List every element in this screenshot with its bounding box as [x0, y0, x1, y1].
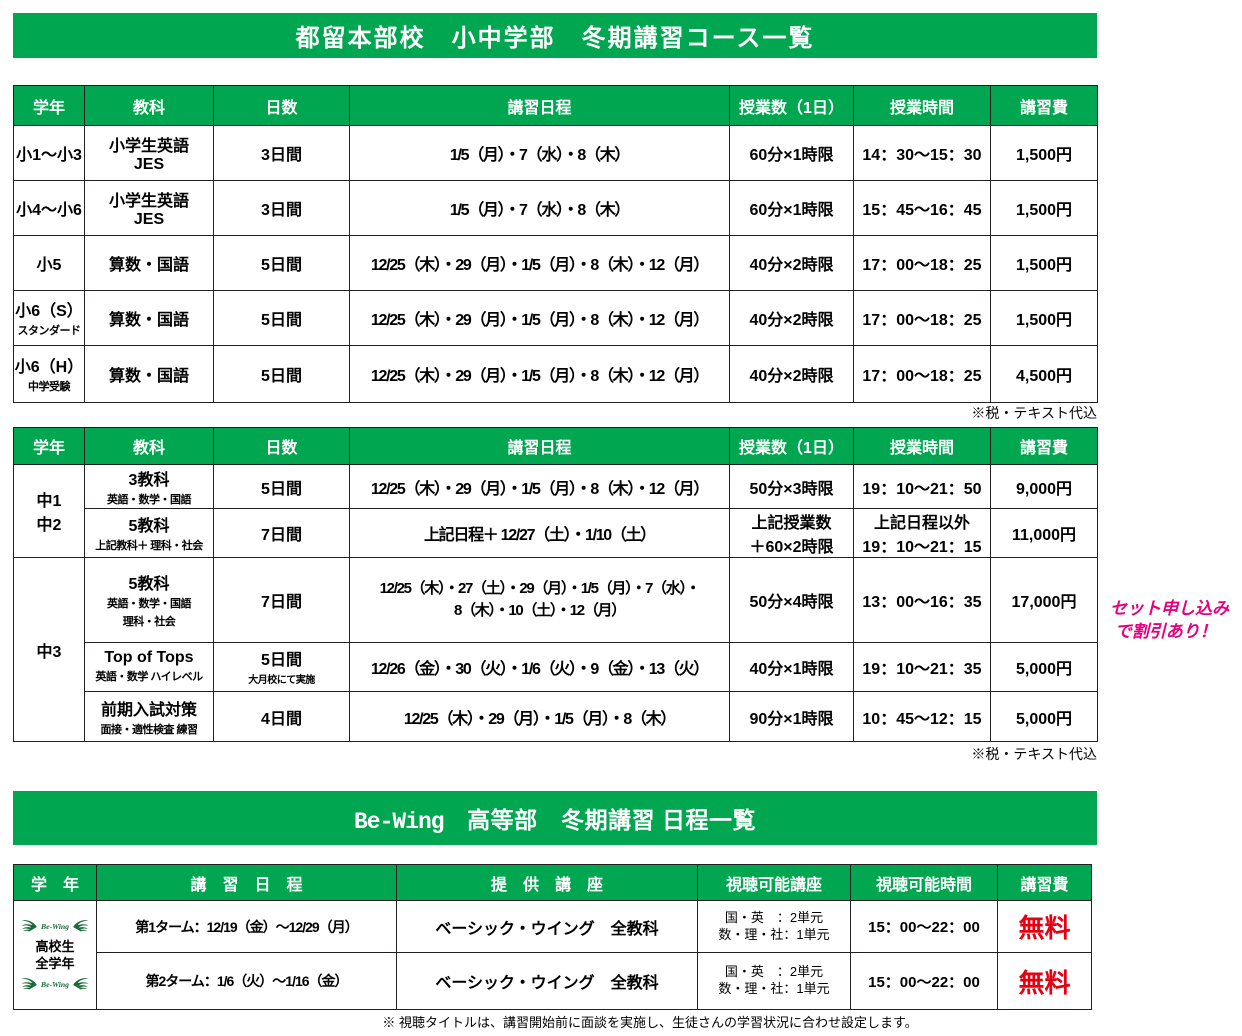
svg-text:Be-Wing: Be-Wing — [40, 922, 69, 931]
svg-text:Be-Wing: Be-Wing — [40, 980, 69, 989]
